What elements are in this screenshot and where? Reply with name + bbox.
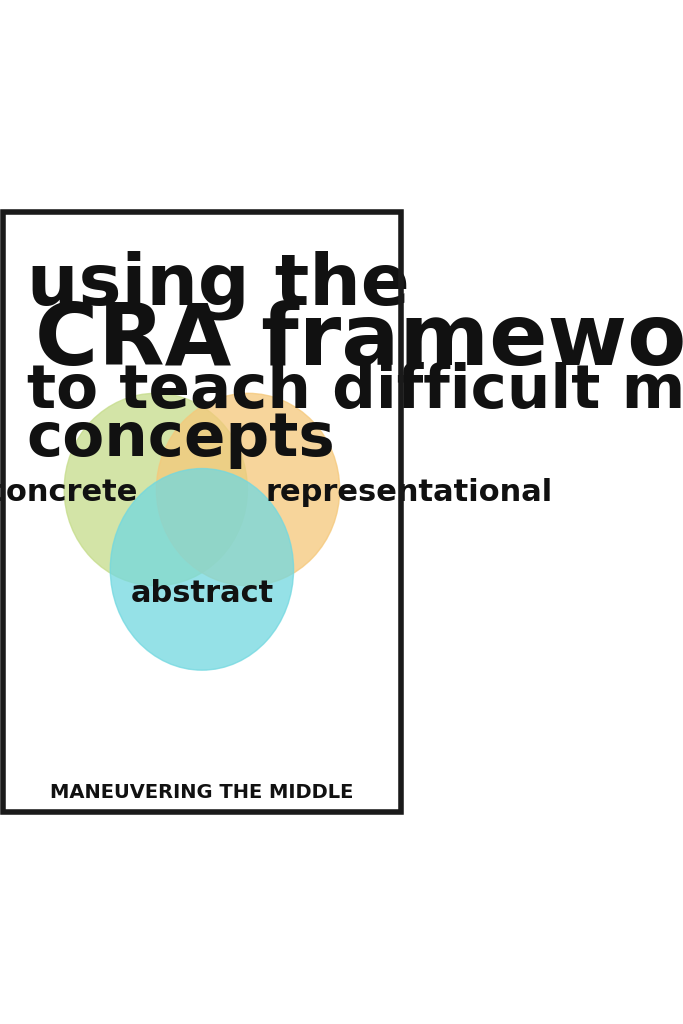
Text: MANEUVERING THE MIDDLE: MANEUVERING THE MIDDLE [51,782,354,802]
Ellipse shape [110,469,294,670]
Text: CRA framework: CRA framework [36,300,683,383]
Ellipse shape [156,393,339,586]
Text: to teach difficult math: to teach difficult math [27,362,683,422]
Ellipse shape [64,393,247,586]
Text: using the: using the [27,250,409,319]
Text: concepts: concepts [27,410,335,469]
Text: representational: representational [266,478,553,507]
Text: abstract: abstract [130,579,274,607]
Text: concrete: concrete [0,478,138,507]
